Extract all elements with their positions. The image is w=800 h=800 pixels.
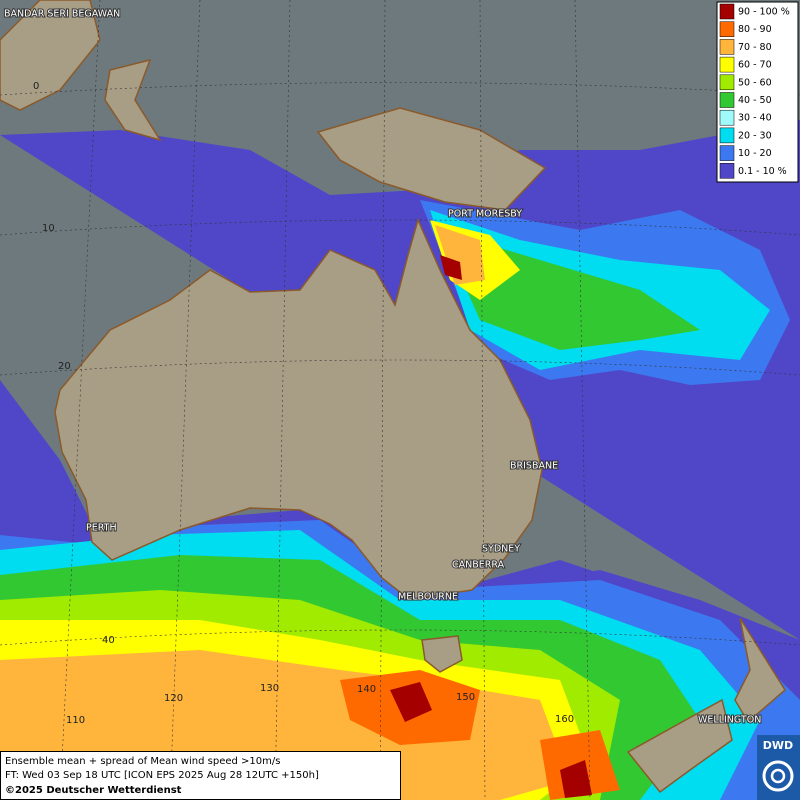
graticule-line — [274, 0, 291, 800]
probability-area — [390, 682, 432, 722]
legend-label: 50 - 60 — [738, 77, 772, 88]
lon-label: 150 — [456, 692, 475, 703]
graticule-line — [0, 219, 800, 236]
legend-swatch — [719, 145, 735, 161]
tasmania — [421, 635, 463, 673]
legend-swatch — [719, 163, 735, 179]
graticule-line — [0, 629, 800, 646]
place-label: BANDAR SERI BEGAWAN — [4, 9, 120, 20]
place-label: BRISBANE — [510, 461, 558, 472]
graticule-line — [379, 0, 386, 800]
australia — [54, 217, 543, 601]
probability-area — [435, 225, 485, 285]
lat-label: 10 — [42, 223, 55, 234]
legend-swatch — [719, 92, 735, 108]
legend-label: 40 - 50 — [738, 95, 772, 106]
info-title: Ensemble mean + spread of Mean wind spee… — [5, 756, 280, 767]
logo: DWD — [757, 735, 800, 800]
probability-area — [440, 255, 462, 280]
legend-swatch — [719, 39, 735, 55]
lon-label: 110 — [66, 715, 85, 726]
graticule-labels: 0 10 20 40 110 120 130 140 150 160 — [33, 81, 574, 726]
lat-label: 40 — [102, 635, 115, 646]
lat-label: 20 — [58, 361, 71, 372]
logo-symbol — [762, 760, 794, 792]
lon-label: 160 — [555, 714, 574, 725]
lon-label: 120 — [164, 693, 183, 704]
graticule-line — [0, 359, 800, 376]
info-box: Ensemble mean + spread of Mean wind spee… — [0, 751, 401, 800]
legend-swatch — [719, 3, 735, 20]
legend-label: 20 - 30 — [738, 130, 772, 141]
legend-label: 10 - 20 — [738, 148, 772, 159]
graticule-line — [169, 0, 201, 800]
place-label: PORT MORESBY — [448, 209, 522, 220]
nz-south — [626, 698, 733, 794]
legend-label: 80 - 90 — [738, 24, 772, 35]
legend-swatch — [719, 56, 735, 73]
lon-label: 140 — [357, 684, 376, 695]
place-label: SYDNEY — [482, 544, 520, 555]
lon-label: 130 — [260, 683, 279, 694]
logo-text: DWD — [763, 739, 793, 752]
legend-swatch — [719, 21, 735, 37]
legend: 90 - 100 % 80 - 90 70 - 80 60 - 70 50 - 60 40… — [716, 1, 799, 183]
nz-north — [734, 617, 786, 724]
new-guinea — [316, 107, 547, 211]
place-label: PERTH — [86, 523, 117, 534]
graticule-line — [0, 82, 800, 96]
info-copyright: ©2025 Deutscher Wetterdienst — [5, 785, 182, 796]
legend-swatch — [719, 74, 735, 91]
graticule-line — [59, 0, 101, 800]
legend-label: 70 - 80 — [738, 42, 772, 53]
place-label: MELBOURNE — [398, 592, 458, 603]
legend-label: 0.1 - 10 % — [738, 166, 787, 177]
sulawesi — [104, 58, 162, 142]
place-labels: BANDAR SERI BEGAWAN PORT MORESBY BRISBAN… — [3, 8, 762, 727]
logo-symbol — [770, 768, 786, 784]
info-forecast-time: FT: Wed 03 Sep 18 UTC [ICON EPS 2025 Aug… — [5, 770, 319, 781]
graticule-line — [479, 0, 486, 800]
lat-label: 0 — [33, 81, 39, 92]
legend-swatch — [719, 127, 735, 144]
legend-label: 60 - 70 — [738, 60, 772, 71]
graticule-line — [574, 0, 591, 800]
probability-fields — [0, 120, 800, 800]
probability-area — [560, 760, 592, 798]
borneo — [0, 0, 101, 111]
legend-label: 90 - 100 % — [738, 7, 790, 18]
land — [0, 0, 786, 794]
legend-label: 30 - 40 — [738, 113, 772, 124]
legend-swatch — [719, 109, 735, 126]
place-label: WELLINGTON — [698, 715, 761, 726]
place-label: CANBERRA — [452, 560, 505, 571]
info-background — [0, 751, 401, 800]
